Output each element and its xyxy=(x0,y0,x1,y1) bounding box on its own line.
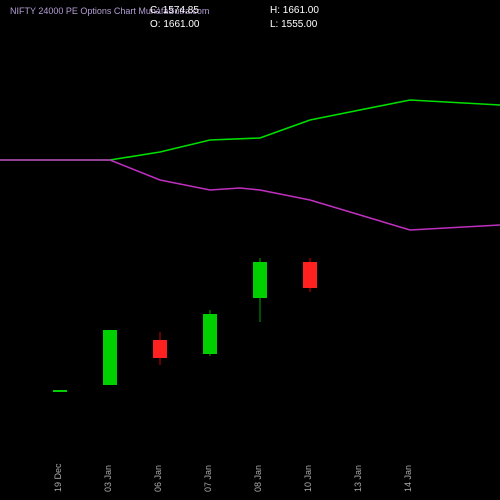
x-axis-label: 10 Jan xyxy=(303,465,313,492)
candle-body xyxy=(103,330,117,385)
chart-area: 19 Dec 03 Jan 06 Jan 07 Jan 08 Jan 10 Jan 13 J… xyxy=(0,40,500,500)
x-axis-label: 08 Jan xyxy=(253,465,263,492)
candle-body xyxy=(303,262,317,288)
x-axis-label: 13 Jan xyxy=(353,465,363,492)
candle-body xyxy=(203,314,217,354)
candle-body xyxy=(253,262,267,298)
ohlc-open: O: 1661.00 xyxy=(150,18,270,32)
x-axis-label: 03 Jan xyxy=(103,465,113,492)
candle-body xyxy=(53,390,67,392)
ohlc-low: L: 1555.00 xyxy=(270,18,390,32)
x-axis-label: 06 Jan xyxy=(153,465,163,492)
x-axis-label: 14 Jan xyxy=(403,465,413,492)
x-axis-label: 07 Jan xyxy=(203,465,213,492)
x-axis-label: 19 Dec xyxy=(53,463,63,492)
price-chart xyxy=(0,40,500,500)
candle-body xyxy=(153,340,167,358)
indicator-line-upper xyxy=(0,100,500,160)
x-axis-labels: 19 Dec 03 Jan 06 Jan 07 Jan 08 Jan 10 Jan 13 J… xyxy=(0,442,500,492)
indicator-line-lower xyxy=(0,160,500,230)
ohlc-high: H: 1661.00 xyxy=(270,4,390,18)
ohlc-block: C: 1574.85 H: 1661.00 O: 1661.00 L: 1555… xyxy=(150,4,390,32)
ohlc-close: C: 1574.85 xyxy=(150,4,270,18)
